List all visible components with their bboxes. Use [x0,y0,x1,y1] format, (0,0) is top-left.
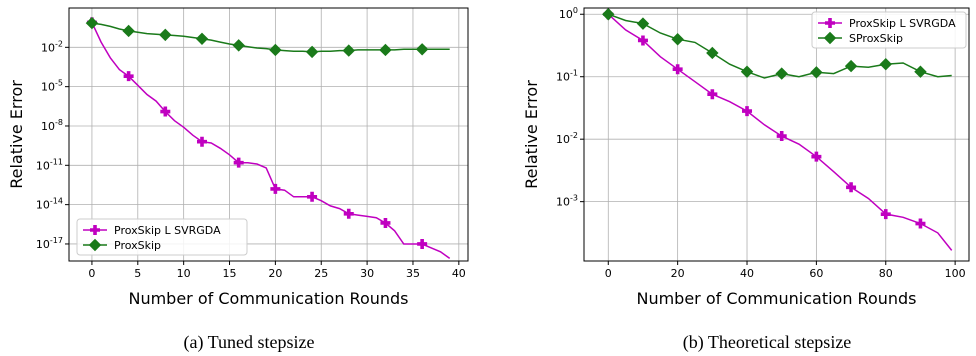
y-tick-label: 10-2 [556,131,578,146]
x-axis-label: Number of Communication Rounds [636,289,916,308]
legend-marker-0 [90,225,100,235]
series-marker-1 [844,59,858,73]
series-marker-0 [742,106,753,117]
x-axis-label: Number of Communication Rounds [128,289,408,308]
x-tick-label: 0 [605,267,612,280]
x-tick-label: 30 [360,267,374,280]
y-tick-label: 10-3 [556,194,578,209]
series-marker-0 [417,238,428,249]
x-tick-label: 10 [177,267,191,280]
series-marker-1 [232,39,245,52]
x-tick-label: 20 [671,267,685,280]
series-line-0 [91,22,451,260]
figure-caption: (a) Tuned stepsize [184,332,315,353]
series-marker-1 [879,58,892,71]
series-marker-0 [915,218,926,229]
y-tick-label: 100 [559,6,578,21]
y-tick-label: 10-8 [41,118,63,133]
series-marker-1 [706,46,719,60]
x-tick-label: 0 [88,267,95,280]
chart-panel-a: 0 5 10 15 20 25 30 35 40 10-2 10-5 10-8 10-11 10-14 10… [7,7,469,353]
legend-label-1: SProxSkip [849,32,903,45]
plot-frame [68,7,469,262]
x-tick-label: 25 [314,267,328,280]
chart-panel-b: 0 20 40 60 80 100 100 10-1 10-2 10-3 Number of Com… [522,6,970,353]
x-tick-label: 35 [406,267,420,280]
series-marker-0 [233,157,244,168]
legend-box [76,218,248,256]
y-tick-label: 10-1 [556,69,578,84]
legend-marker-1 [88,238,102,252]
x-tick-label: 80 [879,267,893,280]
x-tick-label: 40 [452,267,466,280]
legend-marker-1 [823,31,837,45]
series-marker-1 [775,67,788,80]
x-tick-label: 15 [223,267,237,280]
series-marker-1 [671,33,684,46]
series-marker-1 [415,43,429,56]
series-marker-0 [672,64,683,75]
y-tick-label: 10-17 [36,236,63,251]
series-marker-1 [914,65,927,78]
series-marker-0 [707,89,718,100]
y-tick-label: 10-11 [36,157,63,172]
series-marker-1 [305,45,319,59]
x-tick-label: 20 [268,267,282,280]
series-marker-0 [307,191,318,202]
series-marker-0 [343,208,354,219]
series-marker-0 [270,183,281,194]
legend-box [811,11,967,49]
series-marker-1 [379,43,392,57]
legend-label-0: ProxSkip L SVRGDA [849,17,956,30]
x-tick-label: 100 [945,267,966,280]
series-marker-1 [269,43,282,57]
series-marker-1 [159,28,172,42]
y-axis-label: Relative Error [7,80,26,189]
figure-caption: (b) Theoretical stepsize [683,332,852,353]
series-marker-0 [160,106,171,117]
series-marker-0 [811,151,822,162]
series-marker-0 [380,217,391,228]
series-marker-1 [195,32,209,46]
y-tick-label: 10-14 [36,197,63,212]
series-marker-0 [197,136,207,147]
y-tick-label: 10-2 [41,39,63,54]
x-tick-label: 60 [809,267,823,280]
series-marker-1 [342,44,355,57]
y-axis-label: Relative Error [522,80,541,189]
series-marker-1 [122,24,135,38]
legend-marker-0 [825,18,835,28]
legend-label-1: ProxSkip [114,239,161,252]
series-marker-0 [846,182,857,193]
series-marker-0 [637,35,648,46]
plot-frame [583,7,970,262]
series-marker-0 [776,131,787,142]
y-tick-label: 10-5 [41,79,63,94]
x-tick-label: 40 [740,267,754,280]
series-marker-1 [810,66,823,79]
series-marker-1 [636,17,650,30]
series-marker-1 [602,8,615,21]
x-tick-label: 5 [134,267,141,280]
series-marker-0 [880,209,891,220]
legend-label-0: ProxSkip L SVRGDA [114,224,221,237]
series-marker-1 [85,16,99,30]
series-marker-1 [740,65,754,78]
series-marker-0 [123,71,134,82]
